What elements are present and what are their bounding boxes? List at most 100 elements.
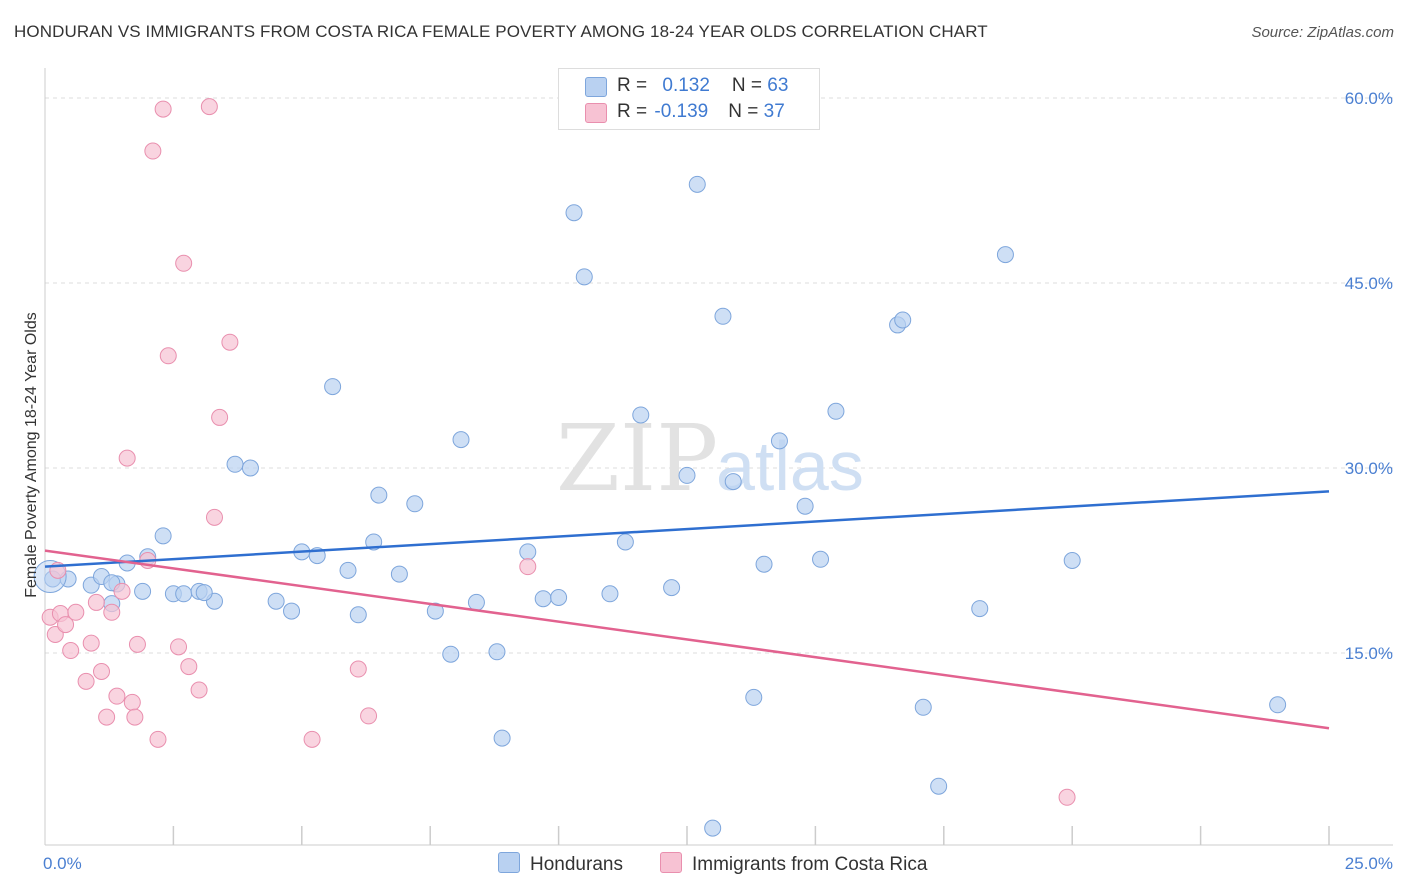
- data-point: [349, 660, 367, 678]
- y-tick-label: 60.0%: [1345, 89, 1393, 108]
- data-point: [126, 708, 144, 726]
- data-point: [1269, 696, 1287, 714]
- data-point: [755, 555, 773, 573]
- source-label: Source: ZipAtlas.com: [1251, 24, 1394, 41]
- data-point: [205, 508, 223, 526]
- legend-r-label: R =: [617, 75, 653, 96]
- data-point: [123, 693, 141, 711]
- data-point: [134, 582, 152, 600]
- data-point: [745, 688, 763, 706]
- data-point: [324, 378, 342, 396]
- data-point: [175, 254, 193, 272]
- y-tick-label: 45.0%: [1345, 274, 1393, 293]
- data-point: [46, 626, 64, 643]
- data-point: [632, 406, 650, 424]
- gridlines: [45, 97, 1393, 654]
- data-point: [488, 643, 506, 661]
- data-point: [108, 687, 126, 705]
- data-point: [180, 658, 198, 676]
- legend-r-value: 0.132: [662, 75, 710, 96]
- data-point: [534, 590, 552, 608]
- series-hondurans: [33, 175, 1287, 837]
- data-point: [770, 432, 788, 450]
- data-point: [87, 593, 105, 611]
- data-point: [575, 268, 593, 286]
- data-point: [82, 634, 100, 652]
- watermark: ZIP atlas: [556, 405, 864, 512]
- data-point: [128, 635, 146, 653]
- data-point: [92, 663, 110, 680]
- data-point: [390, 565, 408, 583]
- data-point: [519, 543, 537, 561]
- data-point: [1063, 552, 1081, 569]
- data-point: [67, 603, 85, 621]
- y-tick-label: 15.0%: [1345, 644, 1393, 663]
- data-point: [154, 100, 172, 118]
- data-point: [827, 402, 845, 420]
- watermark-atlas: atlas: [716, 427, 864, 505]
- data-point: [714, 307, 732, 325]
- bottom-legend-swatch-blue: [498, 852, 520, 873]
- data-point: [103, 603, 121, 621]
- legend-swatch-pink: [585, 103, 607, 123]
- trend-line: [44, 490, 1330, 568]
- correlation-legend: R = 0.132 N = 63 R = -0.139 N = 37: [558, 68, 820, 130]
- data-point: [426, 602, 444, 620]
- series-costa-rica: [41, 98, 1076, 806]
- data-point: [565, 204, 583, 222]
- legend-r-label: R =: [617, 101, 653, 122]
- data-point: [241, 459, 259, 477]
- data-point: [452, 431, 470, 449]
- data-point: [221, 333, 239, 351]
- chart-title: HONDURAN VS IMMIGRANTS FROM COSTA RICA F…: [14, 22, 988, 41]
- data-point: [1058, 788, 1076, 806]
- bottom-legend-label: Immigrants from Costa Rica: [692, 854, 928, 875]
- data-point: [349, 606, 367, 624]
- data-point: [442, 645, 460, 663]
- data-point: [175, 585, 193, 603]
- data-point: [704, 819, 722, 837]
- x-tick-max: 25.0%: [1345, 854, 1393, 873]
- bottom-legend-hondurans: Hondurans: [498, 852, 623, 876]
- data-point: [144, 142, 162, 160]
- axis-ticks: 15.0% 30.0% 45.0% 60.0%: [1345, 89, 1393, 663]
- trend-line: [44, 549, 1330, 730]
- y-tick-label: 30.0%: [1345, 459, 1393, 478]
- data-point: [360, 707, 378, 725]
- data-point: [812, 550, 830, 568]
- bottom-legend-costa-rica: Immigrants from Costa Rica: [660, 852, 927, 876]
- data-point: [930, 777, 948, 795]
- data-point: [796, 497, 814, 515]
- data-point: [996, 246, 1014, 264]
- data-point: [190, 681, 208, 699]
- data-point: [77, 672, 95, 690]
- data-point: [57, 616, 75, 634]
- data-point: [519, 558, 537, 576]
- data-point: [211, 408, 229, 426]
- data-point: [914, 698, 932, 716]
- data-point: [62, 642, 80, 660]
- data-point: [339, 561, 357, 579]
- data-point: [971, 600, 989, 618]
- y-axis-label: Female Poverty Among 18-24 Year Olds: [23, 312, 40, 598]
- data-point: [370, 486, 388, 504]
- axes: [44, 68, 1393, 846]
- legend-r-value: -0.139: [654, 101, 709, 122]
- data-point: [724, 473, 742, 491]
- data-point: [118, 449, 136, 467]
- legend-n-label: N =: [728, 101, 764, 122]
- legend-n-value: 37: [763, 101, 785, 122]
- data-point: [493, 729, 511, 747]
- data-point: [678, 466, 696, 484]
- data-point: [303, 730, 321, 748]
- data-point: [601, 585, 619, 603]
- data-point: [113, 582, 131, 600]
- bottom-legend-label: Hondurans: [530, 854, 623, 875]
- data-point: [200, 98, 218, 116]
- data-point: [550, 589, 568, 606]
- data-point: [149, 730, 167, 748]
- x-tick-min: 0.0%: [43, 854, 82, 873]
- legend-swatch-blue: [585, 77, 607, 97]
- watermark-zip: ZIP: [556, 405, 718, 512]
